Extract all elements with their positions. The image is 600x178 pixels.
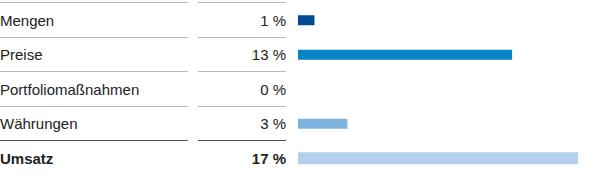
data-label: 17 % — [252, 150, 286, 167]
separator — [0, 106, 188, 107]
category-labels: Mengen Preise Portfoliomaßnahmen Währungen U… — [0, 12, 139, 167]
category-label: Preise — [0, 46, 43, 63]
separator — [198, 106, 286, 107]
separator — [198, 140, 286, 141]
chart: Mengen Preise Portfoliomaßnahmen Währungen U… — [0, 0, 600, 178]
data-label: 0 % — [260, 81, 286, 98]
category-label: Umsatz — [0, 150, 53, 167]
separators — [0, 3, 286, 141]
bar — [298, 119, 347, 129]
category-label: Portfoliomaßnahmen — [0, 81, 139, 98]
bar — [298, 50, 512, 60]
bars — [298, 15, 578, 164]
category-label: Mengen — [0, 12, 54, 29]
data-label: 1 % — [260, 12, 286, 29]
separator — [198, 37, 286, 38]
data-label: 3 % — [260, 115, 286, 132]
bar — [298, 152, 578, 164]
separator — [0, 2, 188, 3]
data-label: 13 % — [252, 46, 286, 63]
separator — [198, 2, 286, 3]
category-label: Währungen — [0, 115, 78, 132]
bar — [298, 84, 299, 94]
bar — [298, 15, 314, 25]
separator — [0, 140, 188, 141]
separator — [0, 71, 188, 72]
separator — [198, 71, 286, 72]
separator — [0, 37, 188, 38]
data-labels: 1 % 13 % 0 % 3 % 17 % — [252, 12, 286, 167]
